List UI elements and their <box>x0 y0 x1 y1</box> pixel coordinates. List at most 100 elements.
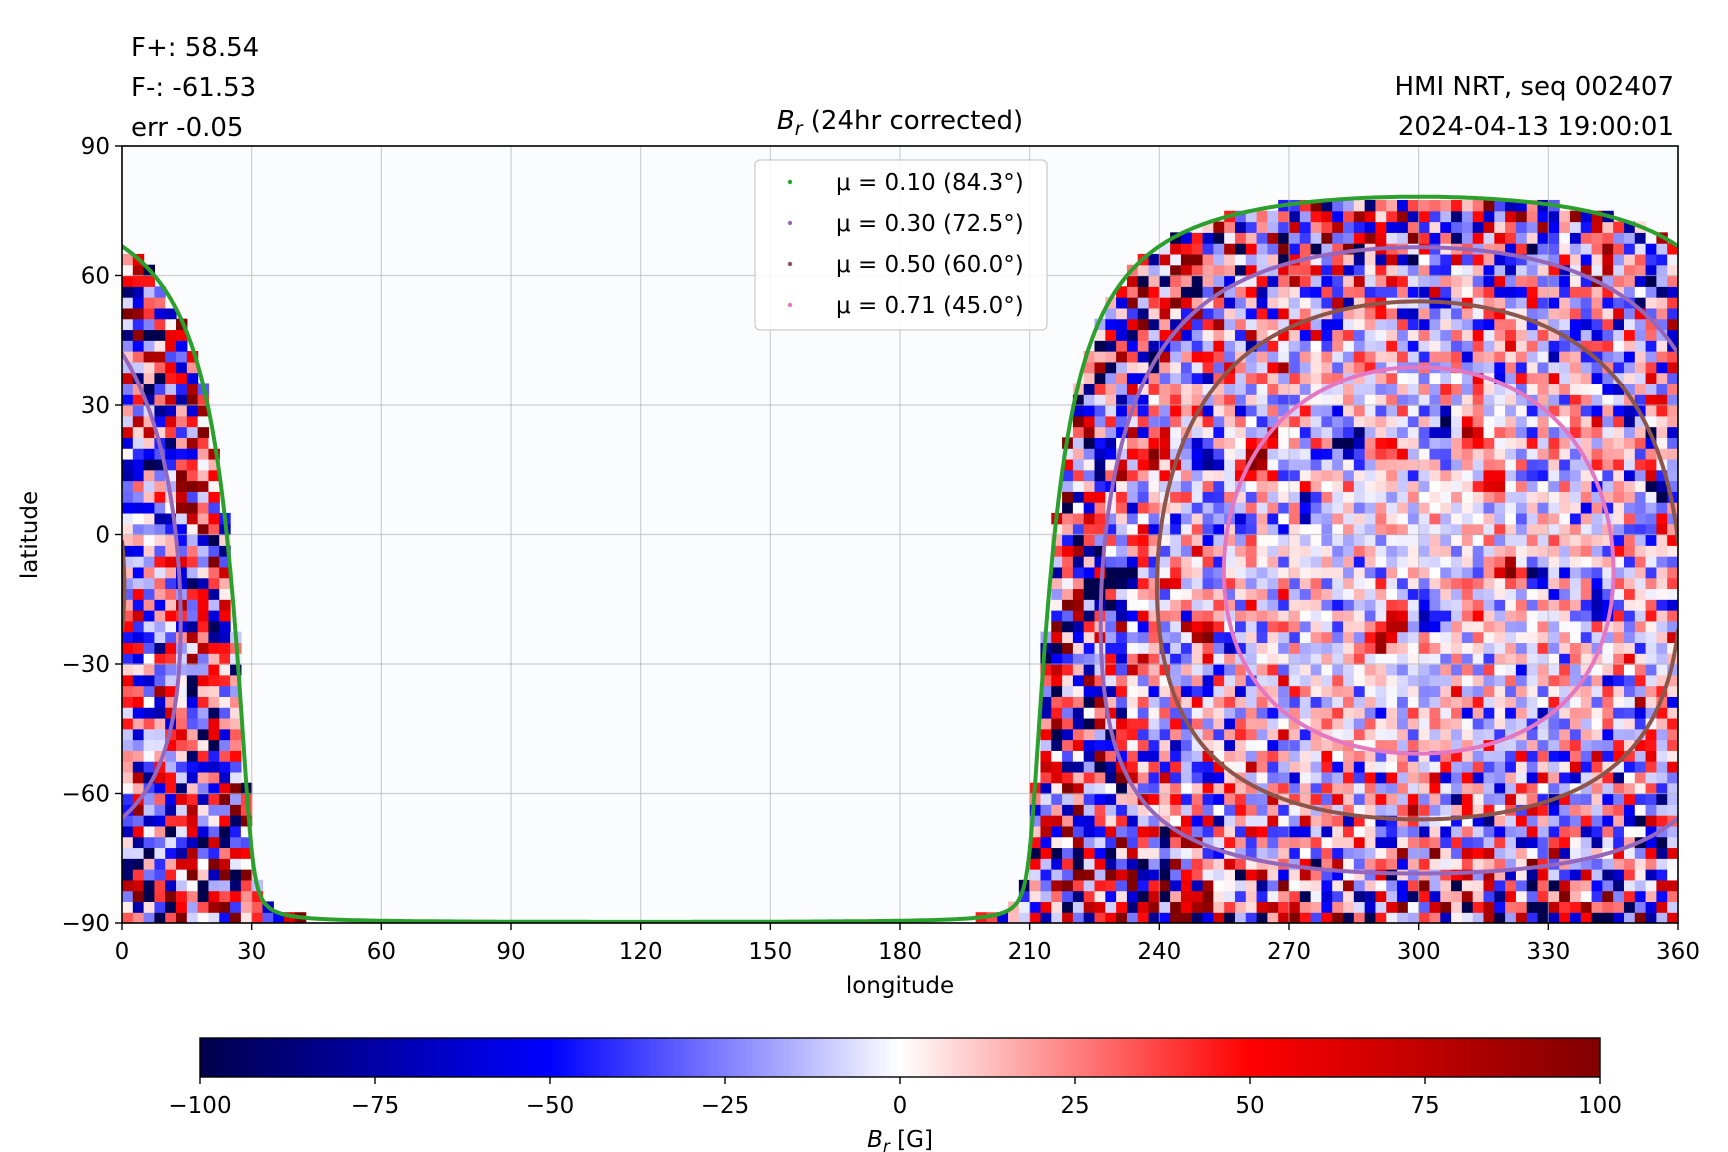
heatmap-cell <box>1472 275 1485 287</box>
heatmap-cell <box>1332 599 1344 611</box>
heatmap-cell <box>1234 717 1247 730</box>
heatmap-cell <box>1159 469 1171 482</box>
heatmap-cell <box>1159 275 1171 287</box>
heatmap-cell <box>1299 199 1312 212</box>
heatmap-cell <box>1278 351 1290 363</box>
heatmap-cell <box>1494 761 1506 773</box>
heatmap-cell <box>1224 901 1236 913</box>
heatmap-cell <box>1667 728 1678 741</box>
heatmap-cell <box>1224 750 1236 762</box>
heatmap-cell <box>1180 253 1193 266</box>
heatmap-cell <box>1245 912 1258 923</box>
heatmap-cell <box>1256 361 1268 374</box>
heatmap-cell <box>1386 545 1398 557</box>
heatmap-cell <box>154 901 166 913</box>
heatmap-cell <box>1072 642 1085 654</box>
heatmap-cell <box>154 502 166 514</box>
heatmap-cell <box>1267 491 1279 503</box>
heatmap-cell <box>1591 890 1603 903</box>
heatmap-cell <box>1375 264 1387 277</box>
heatmap-cell <box>1170 394 1182 406</box>
heatmap-cell <box>1278 372 1290 385</box>
heatmap-cell <box>1278 243 1290 255</box>
heatmap-cell <box>1559 491 1571 503</box>
heatmap-cell <box>1418 394 1431 406</box>
heatmap-cell <box>1634 739 1647 751</box>
heatmap-cell <box>1656 448 1668 460</box>
heatmap-cell <box>1343 502 1355 514</box>
heatmap-cell <box>1180 448 1193 460</box>
heatmap-cell <box>1148 771 1160 784</box>
heatmap-cell <box>1180 739 1193 751</box>
heatmap-cell <box>1407 696 1420 708</box>
heatmap-cell <box>122 836 134 849</box>
heatmap-cell <box>1051 804 1063 816</box>
heatmap-cell <box>1062 793 1074 805</box>
heatmap-cell <box>1159 858 1171 870</box>
heatmap-cell <box>197 491 210 503</box>
heatmap-cell <box>1483 728 1495 741</box>
heatmap-cell <box>1213 610 1225 622</box>
heatmap-cell <box>1440 739 1452 751</box>
heatmap-cell <box>1397 534 1409 546</box>
heatmap-cell <box>1397 512 1409 525</box>
heatmap-cell <box>1137 512 1150 525</box>
heatmap-cell <box>1353 653 1366 665</box>
heatmap-cell <box>154 577 166 590</box>
heatmap-cell <box>1289 221 1301 233</box>
heatmap-cell <box>1418 901 1431 913</box>
heatmap-cell <box>1451 329 1463 341</box>
heatmap-cell <box>1602 869 1614 881</box>
heatmap-cell <box>1613 869 1625 881</box>
heatmap-cell <box>1515 642 1528 654</box>
heatmap-cell <box>1170 890 1182 903</box>
heatmap-cell <box>1494 232 1506 244</box>
heatmap-cell <box>1256 469 1268 482</box>
heatmap-cell <box>1267 253 1279 266</box>
heatmap-cell <box>1494 286 1506 298</box>
heatmap-cell <box>1645 750 1657 762</box>
heatmap-cell <box>1418 286 1431 298</box>
heatmap-cell <box>1472 415 1485 428</box>
heatmap-cell <box>1299 588 1312 600</box>
heatmap-cell <box>1667 761 1678 773</box>
heatmap-cell <box>1656 286 1668 298</box>
heatmap-cell <box>1364 502 1377 514</box>
heatmap-cell <box>1299 383 1312 395</box>
heatmap-cell <box>1191 480 1204 492</box>
heatmap-cell <box>1289 620 1301 633</box>
heatmap-cell <box>1116 286 1128 298</box>
heatmap-cell <box>1051 815 1063 827</box>
heatmap-cell <box>1386 415 1398 428</box>
heatmap-cell <box>176 869 188 881</box>
heatmap-cell <box>1429 512 1441 525</box>
heatmap-cell <box>1537 437 1549 449</box>
legend: μ = 0.10 (84.3°)μ = 0.30 (72.5°)μ = 0.50… <box>754 159 1048 331</box>
heatmap-cell <box>1461 383 1474 395</box>
heatmap-cell <box>1159 674 1171 687</box>
heatmap-cell <box>208 728 220 741</box>
heatmap-cell <box>132 502 145 514</box>
heatmap-cell <box>1353 210 1366 223</box>
heatmap-cell <box>1645 351 1657 363</box>
heatmap-cell <box>1332 847 1344 859</box>
heatmap-cell <box>1343 599 1355 611</box>
heatmap-cell <box>1505 577 1517 590</box>
heatmap-cell <box>1515 210 1528 223</box>
heatmap-cell <box>154 642 166 654</box>
heatmap-cell <box>1634 243 1647 255</box>
heatmap-cell <box>1148 761 1160 773</box>
heatmap-cell <box>1634 253 1647 266</box>
heatmap-cell <box>1332 394 1344 406</box>
heatmap-cell <box>1667 847 1678 859</box>
heatmap-cell <box>1623 653 1636 665</box>
heatmap-cell <box>1353 631 1366 644</box>
heatmap-cell <box>1515 717 1528 730</box>
heatmap-cell <box>1461 415 1474 428</box>
heatmap-cell <box>197 674 210 687</box>
heatmap-cell <box>219 707 231 719</box>
heatmap-cell <box>1332 232 1344 244</box>
heatmap-cell <box>1645 372 1657 385</box>
heatmap-cell <box>122 253 134 266</box>
heatmap-cell <box>176 728 188 741</box>
